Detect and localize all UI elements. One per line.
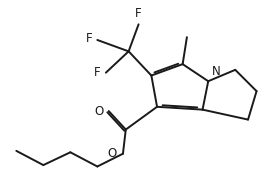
Text: F: F [94, 66, 101, 79]
Text: F: F [135, 7, 142, 20]
Text: O: O [108, 147, 117, 160]
Text: N: N [212, 65, 220, 78]
Text: O: O [94, 105, 104, 118]
Text: F: F [86, 32, 92, 45]
